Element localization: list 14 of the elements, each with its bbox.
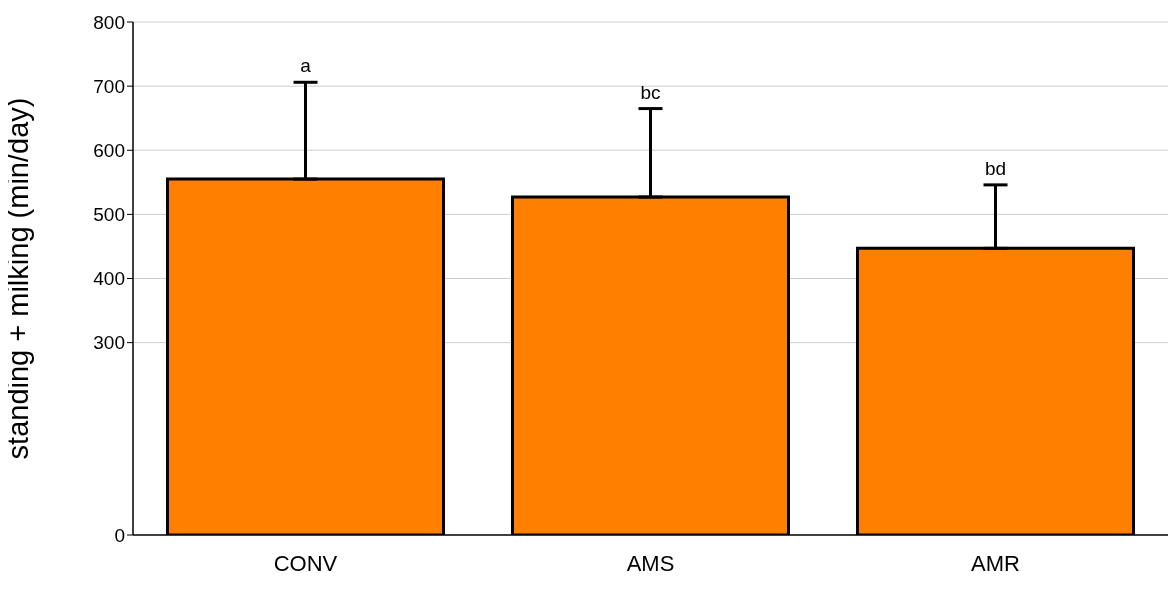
- x-tick-label: CONV: [273, 550, 338, 576]
- y-tick-label: 300: [93, 332, 125, 354]
- annotation: bc: [640, 81, 661, 103]
- annotation: a: [300, 55, 312, 77]
- y-axis-title: standing + milking (min/day): [2, 97, 35, 460]
- x-tick-label: AMS: [626, 550, 675, 576]
- y-tick-label: 800: [93, 11, 125, 33]
- y-tick-label: 400: [93, 268, 125, 290]
- x-tick-label: AMR: [971, 550, 1020, 576]
- y-tick-label: 500: [93, 204, 125, 226]
- y-tick-label: 0: [114, 524, 125, 546]
- y-tick-label: 600: [93, 139, 125, 161]
- y-tick-label: 700: [93, 75, 125, 97]
- annotation: bd: [984, 157, 1007, 179]
